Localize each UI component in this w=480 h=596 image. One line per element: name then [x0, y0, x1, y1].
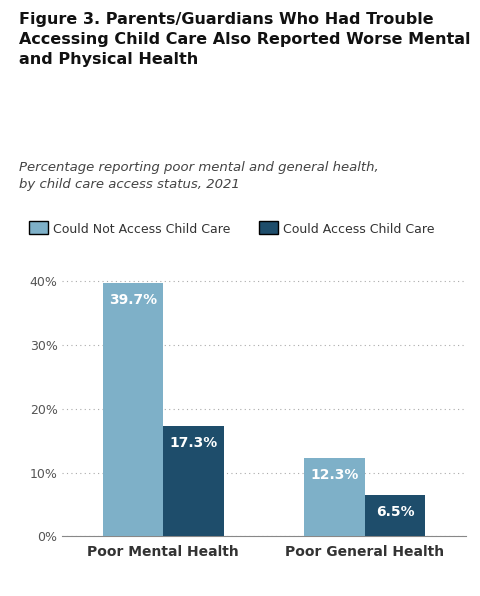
Text: 39.7%: 39.7% [109, 293, 157, 307]
Text: 6.5%: 6.5% [376, 505, 414, 519]
Bar [365, 495, 425, 536]
Text: Figure 3. Parents/Guardians Who Had Trouble
Accessing Child Care Also Reported W: Figure 3. Parents/Guardians Who Had Trou… [19, 12, 471, 67]
Bar [163, 426, 224, 536]
Text: 17.3%: 17.3% [169, 436, 217, 449]
Bar [103, 283, 163, 536]
Text: 12.3%: 12.3% [311, 467, 359, 482]
Bar [304, 458, 365, 536]
Text: Could Access Child Care: Could Access Child Care [283, 223, 435, 236]
Text: Percentage reporting poor mental and general health,
by child care access status: Percentage reporting poor mental and gen… [19, 161, 379, 191]
Text: Could Not Access Child Care: Could Not Access Child Care [53, 223, 230, 236]
